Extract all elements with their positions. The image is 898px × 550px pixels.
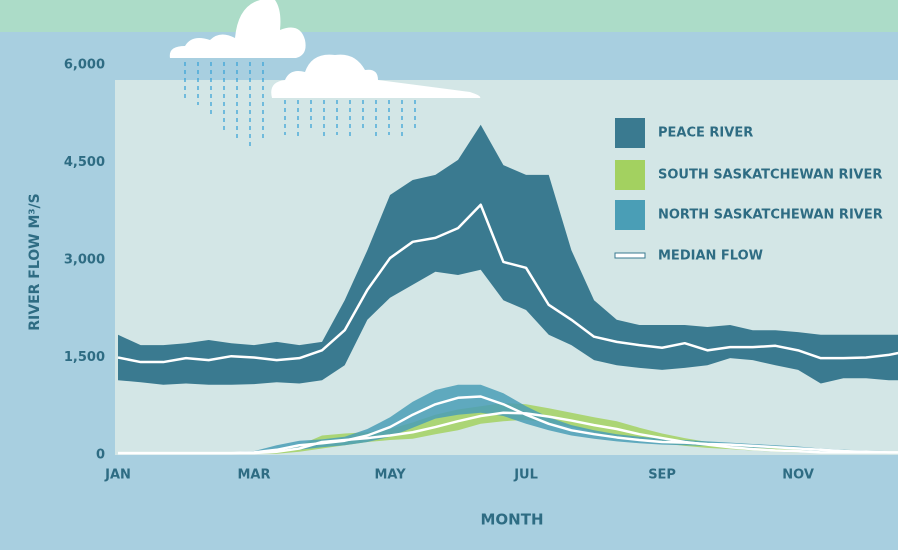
x-tick-label: SEP (648, 468, 676, 483)
median-line (118, 395, 898, 455)
legend-swatch (615, 200, 645, 230)
flow-band (118, 384, 898, 454)
x-axis-title: MONTH (480, 511, 543, 529)
legend-label: MEDIAN FLOW (658, 249, 763, 264)
y-tick-label: 3,000 (64, 253, 105, 268)
y-tick-label: 0 (96, 448, 105, 463)
x-tick-label: JUL (513, 468, 538, 483)
x-tick-label: JAN (104, 468, 131, 483)
legend-swatch (615, 160, 645, 190)
top-band (0, 0, 898, 32)
x-tick-label: MAR (238, 468, 271, 483)
legend-swatch (615, 118, 645, 148)
y-tick-label: 4,500 (64, 155, 105, 170)
y-tick-label: 1,500 (64, 350, 105, 365)
y-tick-label: 6,000 (64, 58, 105, 73)
legend-label: PEACE RIVER (658, 126, 753, 141)
y-axis-title: RIVER FLOW M³/S (27, 193, 43, 331)
x-tick-label: NOV (782, 468, 814, 483)
legend-label: NORTH SASKATCHEWAN RIVER (658, 208, 883, 223)
flow-band (118, 124, 898, 385)
legend-label: SOUTH SASKATCHEWAN RIVER (658, 168, 882, 183)
median-line (117, 203, 898, 364)
plot (117, 124, 898, 455)
cloud (271, 54, 481, 98)
rain (184, 62, 416, 150)
cloud (169, 0, 306, 58)
x-tick-label: MAY (374, 468, 406, 483)
legend-median-swatch (614, 252, 646, 259)
